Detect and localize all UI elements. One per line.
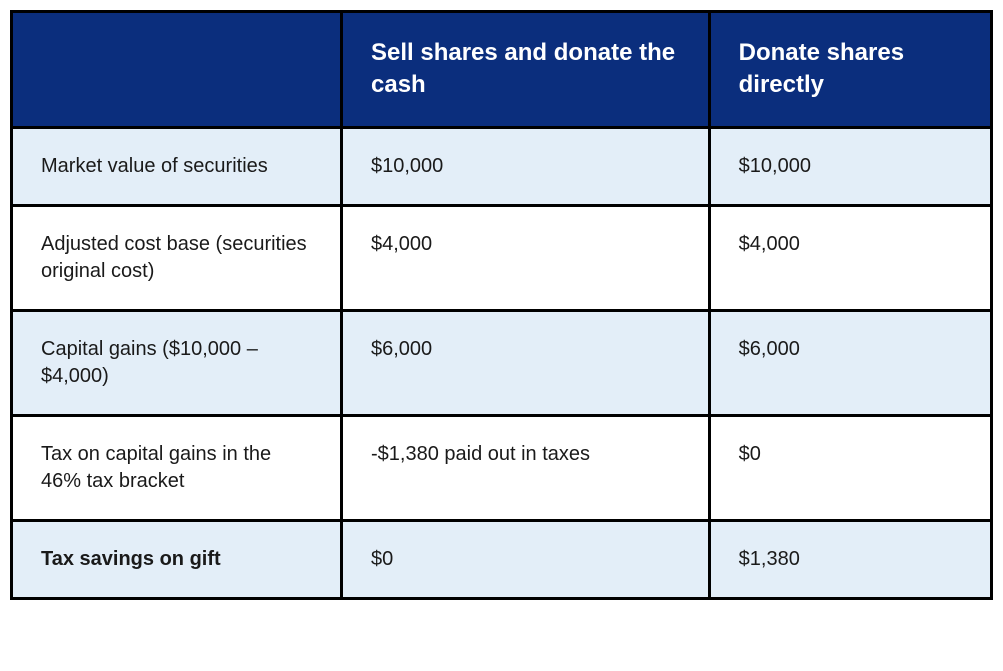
- table-row: Tax savings on gift $0 $1,380: [12, 520, 992, 598]
- table-row: Capital gains ($10,000 – $4,000) $6,000 …: [12, 310, 992, 415]
- table-body: Market value of securities $10,000 $10,0…: [12, 127, 992, 598]
- comparison-table: Sell shares and donate the cash Donate s…: [10, 10, 993, 600]
- row-donate-value: $1,380: [709, 520, 991, 598]
- row-label: Tax on capital gains in the 46% tax brac…: [12, 415, 342, 520]
- header-donate: Donate shares directly: [709, 12, 991, 128]
- row-sell-value: $0: [342, 520, 710, 598]
- table-row: Adjusted cost base (securities original …: [12, 205, 992, 310]
- row-label: Market value of securities: [12, 127, 342, 205]
- row-sell-value: $10,000: [342, 127, 710, 205]
- row-donate-value: $6,000: [709, 310, 991, 415]
- row-donate-value: $10,000: [709, 127, 991, 205]
- table-header-row: Sell shares and donate the cash Donate s…: [12, 12, 992, 128]
- table-row: Market value of securities $10,000 $10,0…: [12, 127, 992, 205]
- row-label: Adjusted cost base (securities original …: [12, 205, 342, 310]
- row-label: Capital gains ($10,000 – $4,000): [12, 310, 342, 415]
- row-donate-value: $4,000: [709, 205, 991, 310]
- row-label: Tax savings on gift: [12, 520, 342, 598]
- row-sell-value: -$1,380 paid out in taxes: [342, 415, 710, 520]
- row-donate-value: $0: [709, 415, 991, 520]
- table-row: Tax on capital gains in the 46% tax brac…: [12, 415, 992, 520]
- header-empty: [12, 12, 342, 128]
- header-sell: Sell shares and donate the cash: [342, 12, 710, 128]
- row-sell-value: $6,000: [342, 310, 710, 415]
- row-sell-value: $4,000: [342, 205, 710, 310]
